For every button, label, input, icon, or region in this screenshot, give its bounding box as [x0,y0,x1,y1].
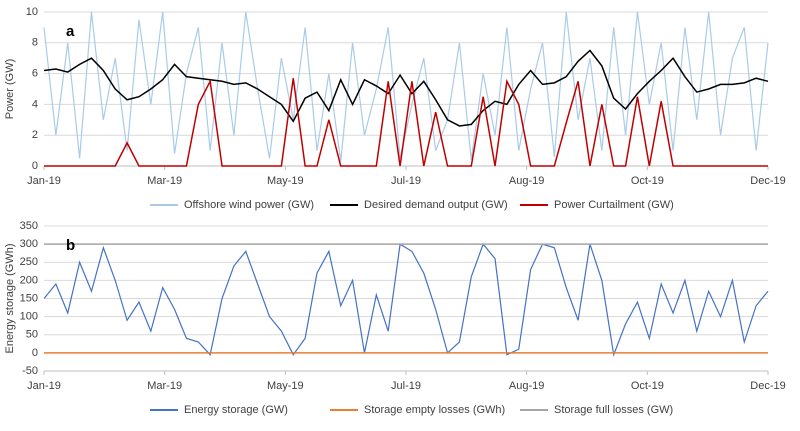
x-tick-label: Aug-19 [509,380,544,392]
x-tick-label: May-19 [267,175,304,187]
x-tick-label: Oct-19 [631,380,664,392]
y-axis-title: Power (GW) [4,59,16,120]
series-line [43,242,769,357]
y-tick-label: 150 [20,292,38,304]
x-tick-label: Jan-19 [27,380,61,392]
y-tick-label: 50 [26,329,38,341]
panel-label: a [66,23,75,40]
series-line [44,78,768,167]
y-tick-label: 4 [32,98,38,110]
legend-label: Storage empty losses (GWh) [364,404,505,416]
legend-label: Power Curtailment (GW) [554,199,674,211]
x-tick-label: Aug-19 [509,175,544,187]
series-line [43,11,769,162]
x-tick-label: Oct-19 [631,175,664,187]
x-tick-label: May-19 [267,380,304,392]
x-tick-label: Jul-19 [391,175,421,187]
y-tick-label: 0 [32,160,38,172]
y-tick-label: 200 [20,274,38,286]
legend-label: Offshore wind power (GW) [184,199,314,211]
x-tick-label: Dec-19 [750,175,785,187]
x-tick-label: Mar-19 [147,380,182,392]
y-tick-label: 6 [32,68,38,80]
x-tick-label: Jul-19 [391,380,421,392]
y-tick-label: 2 [32,129,38,141]
y-tick-label: 8 [32,37,38,49]
y-tick-label: 300 [20,238,38,250]
y-tick-label: 100 [20,311,38,323]
y-tick-label: -50 [22,365,38,377]
y-tick-label: 350 [20,220,38,232]
x-tick-label: Dec-19 [750,380,785,392]
y-tick-label: 0 [32,347,38,359]
x-tick-label: Jan-19 [27,175,61,187]
series-line [43,49,769,127]
x-tick-label: Mar-19 [147,175,182,187]
panel-label: b [66,237,75,254]
legend-label: Desired demand output (GW) [364,199,508,211]
y-tick-label: 250 [20,256,38,268]
legend-label: Energy storage (GW) [184,404,288,416]
y-tick-label: 10 [26,6,38,18]
y-axis-title: Energy storage (GWh) [4,243,16,353]
legend-label: Storage full losses (GW) [554,404,673,416]
